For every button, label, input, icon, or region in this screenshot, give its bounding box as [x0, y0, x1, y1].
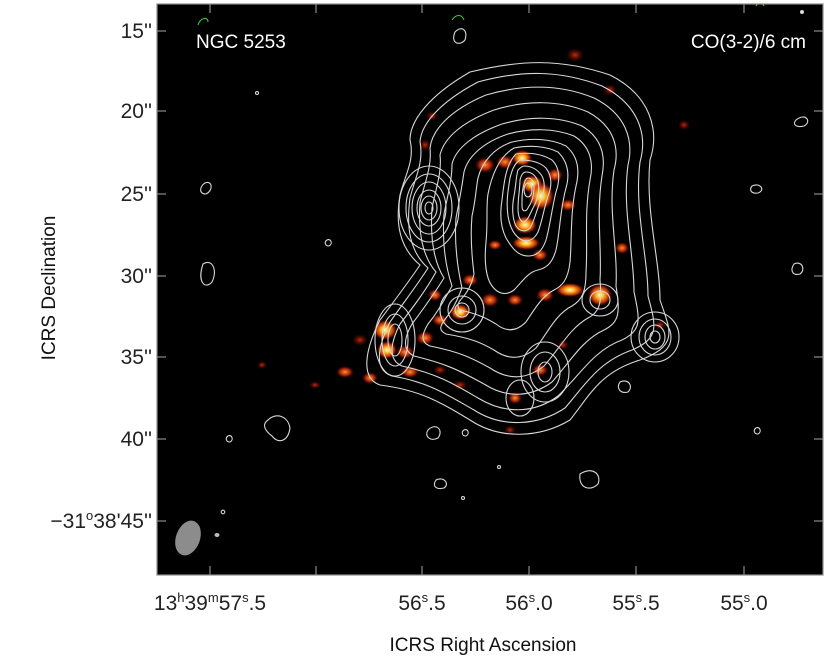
ra-tick-labels: 13h39m57s.5 56s.5 56s.0 55s.5 55s.0	[154, 590, 768, 615]
dec-tick-label: 15''	[121, 20, 152, 43]
continuum-contours	[200, 28, 809, 515]
ra-tick-label: 55s.0	[720, 590, 767, 615]
ra-axis-ticks	[209, 4, 745, 575]
dec-tick-labels: 15'' 20'' 25'' 30'' 35'' 40'' −31o38'45'…	[50, 20, 152, 533]
ra-tick-label: 56s.0	[505, 590, 552, 615]
image-frame	[157, 4, 823, 575]
dec-sign: −	[50, 510, 62, 533]
dec-tick-label: 25''	[121, 183, 152, 206]
ra-hours-unit: h	[177, 590, 184, 605]
plot-frame-border	[156, 3, 824, 576]
dec-tick-label: 35''	[121, 346, 152, 369]
ra-minutes: 39	[185, 592, 208, 615]
ra-origin-label: 13h39m57s.5	[154, 590, 266, 615]
dec-origin-label: −31o38'45''	[50, 508, 152, 533]
co-emission-map	[257, 48, 690, 435]
x-axis-label: ICRS Right Ascension	[390, 635, 577, 656]
secondary-beam-marker	[214, 533, 220, 537]
dec-degree-symbol: o	[86, 508, 93, 523]
ra-seconds-fraction: .5	[249, 592, 267, 615]
dec-arcmin: 38'	[93, 510, 120, 533]
beam-ellipse	[175, 520, 201, 556]
ra-minutes-unit: m	[208, 590, 219, 605]
object-label: NGC 5253	[196, 32, 286, 53]
dec-tick-label: 30''	[121, 265, 152, 288]
ra-tick-label: 56s.5	[398, 590, 445, 615]
ra-hours: 13	[154, 592, 177, 615]
ra-tick-label: 55s.5	[612, 590, 659, 615]
dec-axis-ticks	[157, 30, 823, 522]
dec-tick-label: 40''	[121, 428, 152, 451]
map-label: CO(3-2)/6 cm	[691, 32, 806, 53]
ra-seconds: 57	[219, 592, 242, 615]
ra-seconds-unit: s	[242, 590, 249, 605]
y-axis-label: ICRS Declination	[39, 216, 60, 361]
dec-tick-label: 20''	[121, 100, 152, 123]
dec-arcsec: 45''	[121, 510, 152, 533]
dec-degrees: 31	[63, 510, 86, 533]
